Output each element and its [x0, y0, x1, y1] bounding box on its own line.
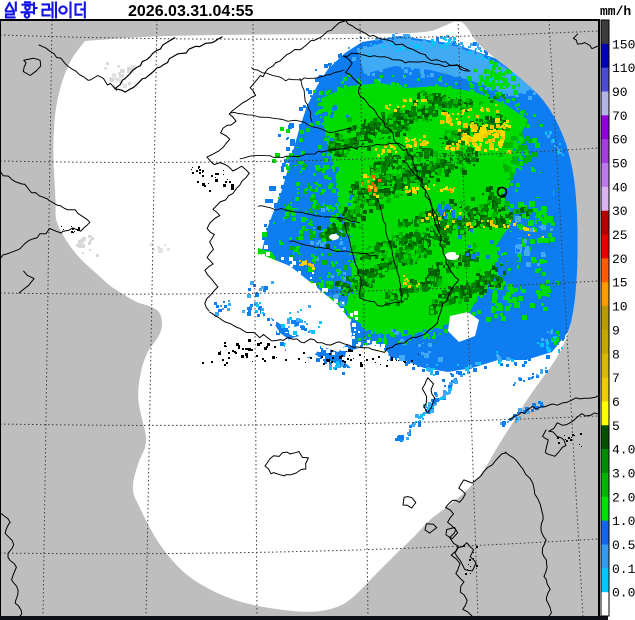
svg-text:90: 90: [612, 85, 628, 100]
svg-text:110: 110: [612, 61, 635, 76]
svg-text:60: 60: [612, 133, 628, 148]
svg-text:15: 15: [612, 276, 628, 291]
svg-text:6: 6: [612, 395, 620, 410]
svg-text:1.0: 1.0: [612, 514, 635, 529]
svg-text:2026.03.31.04:55: 2026.03.31.04:55: [128, 3, 254, 20]
svg-text:50: 50: [612, 157, 628, 172]
svg-text:150: 150: [612, 37, 635, 52]
svg-text:5: 5: [612, 419, 620, 434]
svg-text:25: 25: [612, 228, 628, 243]
svg-text:4.0: 4.0: [612, 443, 635, 458]
svg-text:9: 9: [612, 323, 620, 338]
svg-text:8: 8: [612, 347, 620, 362]
svg-text:mm/h: mm/h: [600, 4, 631, 19]
svg-text:0.0: 0.0: [612, 586, 635, 601]
svg-text:2.0: 2.0: [612, 490, 635, 505]
svg-text:0.1: 0.1: [612, 562, 635, 577]
svg-text:40: 40: [612, 180, 628, 195]
svg-text:30: 30: [612, 204, 628, 219]
svg-text:10: 10: [612, 300, 628, 315]
svg-text:0.5: 0.5: [612, 538, 635, 553]
svg-text:20: 20: [612, 252, 628, 267]
svg-text:7: 7: [612, 371, 620, 386]
svg-text:3.0: 3.0: [612, 467, 635, 482]
svg-text:70: 70: [612, 109, 628, 124]
